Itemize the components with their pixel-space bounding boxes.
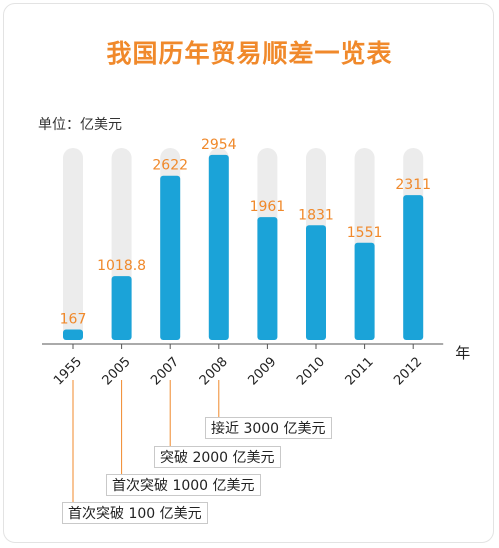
chart-title: 我国历年贸易顺差一览表 [106, 39, 393, 68]
x-tick-label-2011: 2011 [343, 354, 377, 388]
bar-2010 [306, 225, 326, 340]
annotation-1955: 首次突破 100 亿美元 [62, 502, 208, 524]
bar-2008 [208, 154, 229, 340]
bar-1955 [63, 329, 83, 340]
bar-2009 [257, 217, 278, 340]
data-label-2005: 1018.8 [97, 258, 146, 274]
x-axis-unit: 年 [455, 344, 470, 362]
bar-2007 [160, 175, 181, 340]
annotation-2005: 首次突破 1000 亿美元 [106, 474, 261, 496]
annotation-2007: 突破 2000 亿美元 [154, 446, 281, 468]
bar-2012 [403, 195, 424, 340]
x-tick-label-2012: 2012 [391, 354, 425, 388]
annotation-2008: 接近 3000 亿美元 [205, 417, 332, 439]
data-label-1955: 167 [60, 312, 87, 328]
data-label-2009: 1961 [250, 199, 286, 215]
bar-track-1955 [63, 148, 83, 340]
x-tick-label-1955: 1955 [51, 354, 85, 388]
x-tick-label-2007: 2007 [148, 354, 182, 388]
x-tick-label-2010: 2010 [294, 354, 328, 388]
data-label-2012: 2311 [395, 177, 431, 193]
x-tick-label-2005: 2005 [100, 354, 134, 388]
x-tick-label-2009: 2009 [245, 354, 279, 388]
data-label-2010: 1831 [298, 207, 334, 223]
data-label-2007: 2622 [152, 158, 188, 174]
bar-2005 [111, 276, 132, 340]
x-tick-label-2008: 2008 [197, 354, 231, 388]
bar-2011 [354, 242, 375, 340]
data-label-2011: 1551 [347, 225, 383, 241]
data-label-2008: 2954 [201, 137, 237, 153]
unit-label: 单位：亿美元 [38, 117, 122, 133]
